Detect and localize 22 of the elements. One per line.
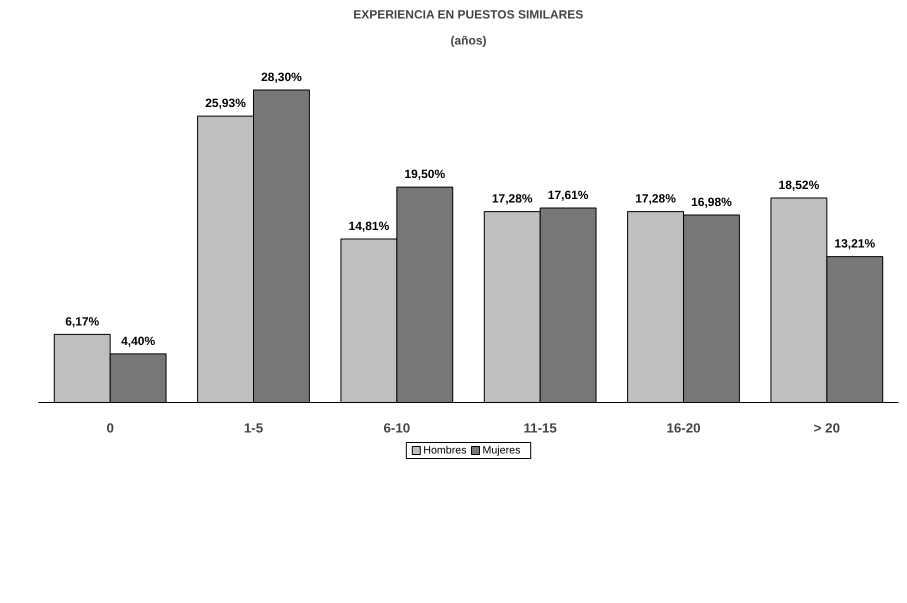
- data-label: 28,30%: [261, 70, 302, 84]
- chart-title: EXPERIENCIA EN PUESTOS SIMILARES: [353, 8, 584, 22]
- x-tick-label: 6-10: [383, 420, 410, 436]
- x-tick-label: 16-20: [666, 420, 701, 436]
- data-label: 17,28%: [492, 192, 533, 206]
- x-tick-label: > 20: [814, 420, 840, 436]
- x-tick-label: 0: [106, 420, 114, 436]
- x-tick-label: 11-15: [523, 420, 558, 436]
- data-label: 4,40%: [121, 334, 156, 348]
- data-label: 6,17%: [65, 314, 100, 328]
- data-label: 18,52%: [778, 178, 820, 192]
- data-label: 17,61%: [548, 188, 589, 202]
- data-label: 16,98%: [691, 195, 732, 209]
- x-tick-label: 1-5: [244, 420, 264, 436]
- data-label: 13,21%: [834, 236, 876, 251]
- data-label: 14,81%: [348, 218, 390, 233]
- data-label: 19,50%: [404, 167, 446, 182]
- data-label: 17,28%: [635, 192, 676, 206]
- data-label: 25,93%: [205, 96, 246, 110]
- legend-label: Hombres: [423, 444, 467, 456]
- legend-label: Mujeres: [482, 444, 520, 456]
- chart-subtitle: (años): [450, 34, 487, 48]
